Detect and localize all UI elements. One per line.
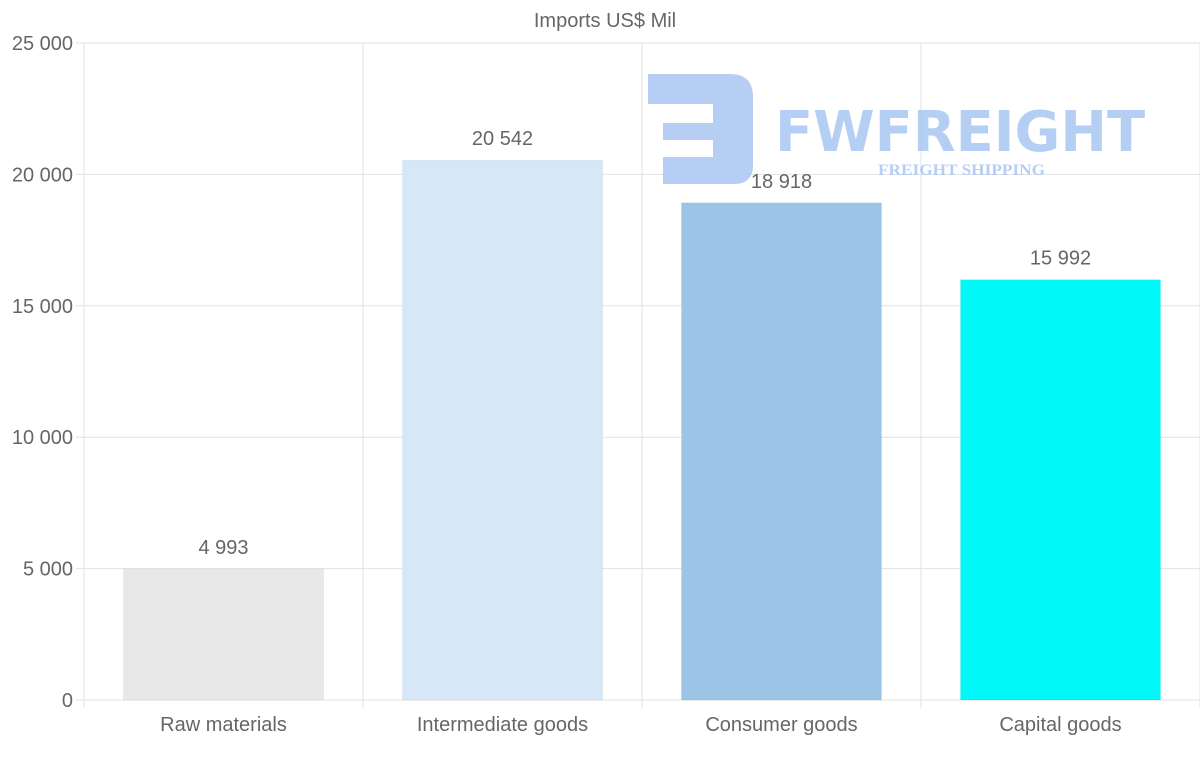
watermark-tagline: FREIGHT SHIPPING — [878, 162, 1046, 179]
y-tick-label: 0 — [62, 690, 73, 712]
value-label: 20 542 — [472, 128, 533, 150]
watermark-logo: FWFREIGHT FREIGHT SHIPPING — [648, 74, 1145, 184]
watermark-brand: FWFREIGHT — [775, 100, 1145, 165]
value-label: 15 992 — [1030, 248, 1091, 270]
logo-mark-icon — [648, 74, 753, 184]
y-tick-label: 10 000 — [12, 427, 73, 449]
x-axis: Raw materials Intermediate goods Consumer … — [160, 714, 1122, 736]
bar-consumer-goods — [681, 202, 882, 701]
value-label: 18 918 — [751, 171, 812, 193]
bar-intermediate-goods — [402, 159, 603, 701]
bar-raw-materials — [123, 568, 324, 701]
gridlines — [76, 42, 1200, 708]
x-tick-label: Raw materials — [160, 714, 287, 736]
value-label: 4 993 — [198, 537, 248, 559]
y-axis: 0 5 000 10 000 15 000 20 000 25 000 — [12, 33, 73, 712]
x-tick-label: Consumer goods — [705, 714, 857, 736]
y-tick-label: 5 000 — [23, 559, 73, 581]
bars — [123, 159, 1161, 701]
y-tick-label: 20 000 — [12, 164, 73, 186]
y-tick-label: 25 000 — [12, 33, 73, 55]
x-tick-label: Intermediate goods — [417, 714, 588, 736]
chart-title: Imports US$ Mil — [534, 10, 676, 32]
x-tick-label: Capital goods — [999, 714, 1121, 736]
data-labels: 4 993 20 542 18 918 15 992 — [198, 128, 1091, 559]
bar-capital-goods — [960, 279, 1161, 701]
y-tick-label: 15 000 — [12, 296, 73, 318]
